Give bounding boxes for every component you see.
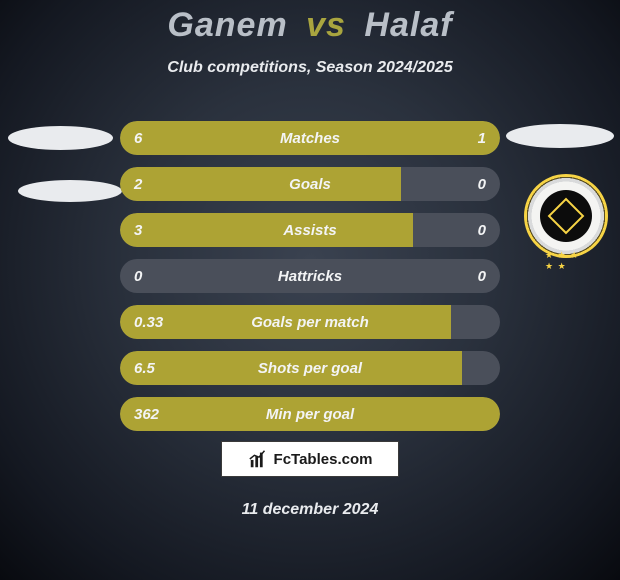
stat-row: 20Goals	[120, 167, 500, 201]
date-text: 11 december 2024	[0, 501, 620, 519]
stat-row: 30Assists	[120, 213, 500, 247]
stat-row: 61Matches	[120, 121, 500, 155]
player1-name: Ganem	[167, 6, 287, 44]
subtitle: Club competitions, Season 2024/2025	[0, 59, 620, 77]
stat-label: Matches	[120, 121, 500, 155]
club-crest-icon: ★ ★ ★ ★ ★	[524, 174, 608, 258]
source-logo: FcTables.com	[221, 441, 399, 477]
avatar-placeholder-icon	[8, 126, 113, 150]
stat-row: 0.33Goals per match	[120, 305, 500, 339]
stat-label: Shots per goal	[120, 351, 500, 385]
stat-label: Hattricks	[120, 259, 500, 293]
comparison-title: Ganem vs Halaf	[0, 0, 620, 45]
player2-name: Halaf	[364, 6, 452, 44]
stat-row: 6.5Shots per goal	[120, 351, 500, 385]
stat-label: Goals	[120, 167, 500, 201]
vs-label: vs	[306, 6, 346, 44]
avatar-placeholder-icon	[506, 124, 614, 148]
avatar-placeholder-icon	[18, 180, 122, 202]
stat-row: 362Min per goal	[120, 397, 500, 431]
stat-label: Goals per match	[120, 305, 500, 339]
stat-label: Min per goal	[120, 397, 500, 431]
stat-row: 00Hattricks	[120, 259, 500, 293]
comparison-bars: 61Matches 20Goals 30Assists 00Hattricks 0.33…	[120, 121, 500, 443]
source-logo-text: FcTables.com	[274, 451, 373, 468]
chart-icon	[248, 448, 270, 470]
right-team-badge: ★ ★ ★ ★ ★	[506, 98, 614, 248]
stat-label: Assists	[120, 213, 500, 247]
